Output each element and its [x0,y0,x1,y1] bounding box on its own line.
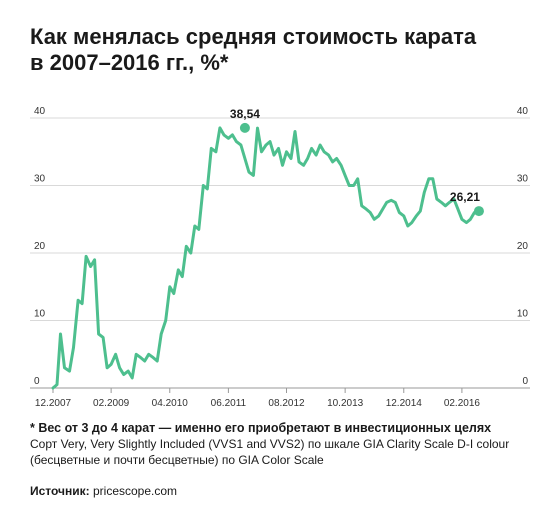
chart-title: Как менялась средняя стоимость карата в … [30,24,550,76]
annotation-marker [239,122,250,133]
footnote-line-2: Сорт Very, Very Slightly Included (VVS1 … [30,437,510,451]
y-tick-label-left: 30 [34,174,46,185]
series-layer [51,126,481,390]
source-label: Источник: [30,484,90,498]
series-line [51,126,481,390]
source: Источник: pricescope.com [30,484,177,498]
annotation-layer: 38,54 26,21 [230,107,484,217]
x-tick-label: 04.2010 [152,398,189,409]
footnote: * Вес от 3 до 4 карат — именно его приоб… [30,420,550,468]
x-tick-label: 12.2014 [386,398,423,409]
y-tick-label-right: 10 [517,309,529,320]
y-tick-label-left: 40 [34,106,46,117]
x-tick-label: 02.2009 [93,398,130,409]
line-chart: 0 0 10 10 20 20 30 30 40 40 12.2007 02.2009 04.2010 0… [30,106,530,409]
source-value: pricescope.com [93,484,178,498]
grid-layer [30,117,530,389]
x-tick-label: 06.2011 [211,398,247,409]
y-tick-label-right: 20 [517,241,529,252]
chart-title-line-2: в 2007–2016 гг., %* [30,50,229,75]
x-tick-label: 02.2016 [444,398,481,409]
y-tick-label-left: 10 [34,309,46,320]
y-tick-label-left: 0 [34,376,40,387]
tick-layer: 0 0 10 10 20 20 30 30 40 40 12.2007 02.2009 04.2010 0… [34,106,528,409]
annotation-marker [473,206,484,217]
x-tick-label: 08.2012 [268,398,305,409]
x-tick-label: 12.2007 [35,398,72,409]
annotation-label: 38,54 [230,107,260,121]
annotation-label: 26,21 [450,190,480,204]
y-tick-label-left: 20 [34,241,46,252]
chart-title-line-1: Как менялась средняя стоимость карата [30,24,477,49]
y-tick-label-right: 0 [522,376,528,387]
footnote-line-3: (бесцветные и почти бесцветные) по GIA C… [30,453,324,467]
y-tick-label-right: 40 [517,106,529,117]
x-tick-label: 10.2013 [327,398,364,409]
y-tick-label-right: 30 [517,174,529,185]
footnote-heading: * Вес от 3 до 4 карат — именно его приоб… [30,421,492,435]
